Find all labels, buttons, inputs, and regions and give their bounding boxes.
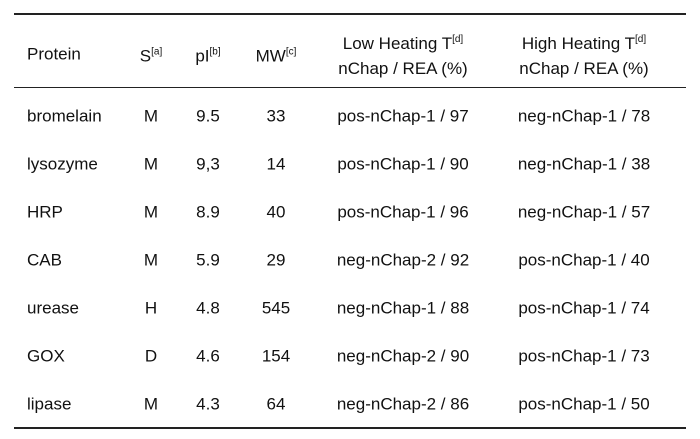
table-cell: pos-nChap-1 / 97 xyxy=(337,106,469,126)
table-cell: 40 xyxy=(266,202,286,222)
header-text: pI[b] xyxy=(195,40,220,69)
table-cell: 4.8 xyxy=(196,298,220,318)
header-label: Low Heating T xyxy=(342,34,453,53)
table-cell: neg-nChap-1 / 57 xyxy=(517,202,651,222)
header-cell: MW[c] xyxy=(256,40,297,69)
table-cell: 4.3 xyxy=(196,394,220,414)
header-subtext: nChap / REA (%) xyxy=(338,59,468,78)
table-cell: D xyxy=(144,346,158,366)
header-cell: Low Heating T[d] nChap / REA (%) xyxy=(338,27,467,81)
header-label: Protein xyxy=(27,44,81,64)
table-cell: M xyxy=(143,202,159,222)
header-text: Protein xyxy=(27,42,81,67)
table-cell: pos-nChap-1 / 96 xyxy=(337,202,469,222)
header-footnote: [b] xyxy=(209,46,221,58)
header-cell: S[a] xyxy=(140,40,162,69)
table-cell: 545 xyxy=(261,298,291,318)
table-cell: bromelain xyxy=(27,106,102,126)
header-footnote: [d] xyxy=(452,34,464,45)
table-cell: 8.9 xyxy=(196,202,220,222)
table-cell: M xyxy=(143,106,159,126)
table-cell: M xyxy=(143,154,159,174)
table-cell: lipase xyxy=(27,394,72,414)
table-cell: 9.5 xyxy=(196,106,220,126)
header-text: Low Heating T[d] xyxy=(338,27,467,56)
header-label: MW xyxy=(255,46,286,66)
table-cell: 4.6 xyxy=(196,346,220,366)
header-footnote: [d] xyxy=(634,34,647,45)
table-cell: neg-nChap-1 / 38 xyxy=(517,154,651,174)
header-text: MW[c] xyxy=(256,40,297,69)
table-cell: H xyxy=(144,298,158,318)
table-cell: neg-nChap-1 / 88 xyxy=(336,298,470,318)
header-footnote: [c] xyxy=(285,46,297,58)
table-cell: CAB xyxy=(27,250,62,270)
header-cell: High Heating T[d] nChap / REA (%) xyxy=(519,27,648,81)
table-cell: HRP xyxy=(27,202,63,222)
table-cell: pos-nChap-1 / 74 xyxy=(518,298,650,318)
table-cell: GOX xyxy=(27,346,65,366)
table-cell: pos-nChap-1 / 40 xyxy=(518,250,650,270)
header-text: High Heating T[d] xyxy=(519,27,648,56)
header-label: pI xyxy=(195,46,210,66)
top-rule xyxy=(14,13,686,15)
table-cell: 14 xyxy=(266,154,286,174)
table-cell: pos-nChap-1 / 50 xyxy=(518,394,650,414)
table-cell: neg-nChap-2 / 86 xyxy=(336,394,470,414)
table-cell: pos-nChap-1 / 90 xyxy=(337,154,469,174)
table-cell: pos-nChap-1 / 73 xyxy=(518,346,650,366)
header-cell: Protein xyxy=(27,42,81,67)
table-cell: 9,3 xyxy=(196,154,220,174)
table-cell: M xyxy=(143,394,159,414)
table-cell: 64 xyxy=(266,394,286,414)
table-cell: neg-nChap-2 / 90 xyxy=(336,346,470,366)
table-cell: M xyxy=(143,250,159,270)
header-rule xyxy=(14,87,686,88)
table-cell: 5.9 xyxy=(196,250,220,270)
table-cell: lysozyme xyxy=(27,154,98,174)
table-cell: 154 xyxy=(261,346,291,366)
table-cell: 29 xyxy=(266,250,286,270)
header-label: High Heating T xyxy=(521,34,635,53)
header-text: S[a] xyxy=(140,40,162,69)
table-cell: neg-nChap-2 / 92 xyxy=(336,250,470,270)
header-footnote: [a] xyxy=(151,46,163,58)
header-cell: pI[b] xyxy=(195,40,220,69)
table-cell: 33 xyxy=(266,106,286,126)
header-label: S xyxy=(139,46,152,66)
header-subtext: nChap / REA (%) xyxy=(519,59,649,78)
bottom-rule xyxy=(14,427,686,429)
table-cell: urease xyxy=(27,298,79,318)
table-cell: neg-nChap-1 / 78 xyxy=(517,106,651,126)
